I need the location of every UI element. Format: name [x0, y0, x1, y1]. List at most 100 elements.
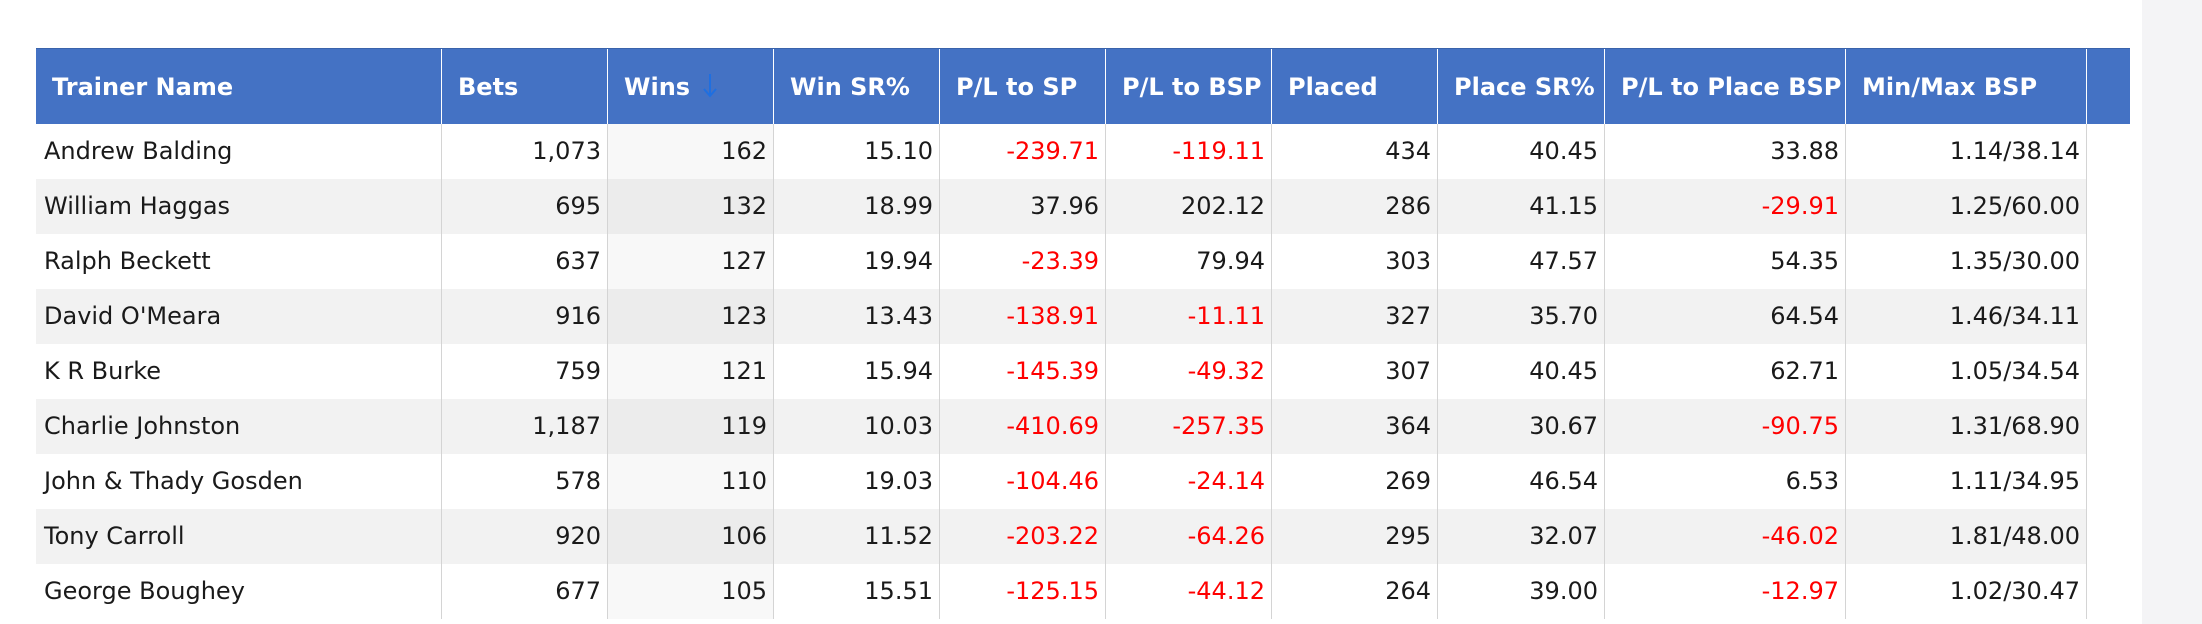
cell-wins: 105	[608, 564, 774, 619]
col-header-wins[interactable]: Wins	[608, 49, 774, 125]
scrollbar-track-cell	[2087, 234, 2130, 289]
cell-wins: 110	[608, 454, 774, 509]
cell-pl-to-sp: 37.96	[940, 179, 1106, 234]
table-header-row: Trainer Name Bets Wins Win SR% P/L to SP…	[36, 48, 2130, 125]
cell-bets: 1,187	[442, 399, 608, 454]
cell-min-max-bsp: 1.31/68.90	[1846, 399, 2087, 454]
cell-pl-to-sp: -23.39	[940, 234, 1106, 289]
cell-min-max-bsp: 1.35/30.00	[1846, 234, 2087, 289]
scrollbar-track-cell	[2087, 509, 2130, 564]
cell-pl-to-place-bsp: -29.91	[1605, 179, 1846, 234]
arrow-down-icon[interactable]	[700, 71, 720, 101]
col-header-pl-to-place-bsp[interactable]: P/L to Place BSP	[1605, 49, 1846, 125]
cell-bets: 759	[442, 344, 608, 399]
cell-placed: 364	[1272, 399, 1438, 454]
cell-place-sr: 35.70	[1438, 289, 1605, 344]
cell-pl-to-place-bsp: 62.71	[1605, 344, 1846, 399]
cell-win-sr: 18.99	[774, 179, 940, 234]
scrollbar-track-cell	[2087, 179, 2130, 234]
cell-place-sr: 46.54	[1438, 454, 1605, 509]
cell-bets: 695	[442, 179, 608, 234]
col-header-place-sr[interactable]: Place SR%	[1438, 49, 1605, 125]
col-header-min-max-bsp[interactable]: Min/Max BSP	[1846, 49, 2087, 125]
cell-pl-to-bsp: -44.12	[1106, 564, 1272, 619]
cell-place-sr: 39.00	[1438, 564, 1605, 619]
right-gutter	[2142, 0, 2202, 624]
cell-pl-to-sp: -138.91	[940, 289, 1106, 344]
cell-win-sr: 19.03	[774, 454, 940, 509]
cell-bets: 578	[442, 454, 608, 509]
cell-min-max-bsp: 1.02/30.47	[1846, 564, 2087, 619]
cell-trainer-name: David O'Meara	[36, 289, 442, 344]
cell-trainer-name: John & Thady Gosden	[36, 454, 442, 509]
cell-wins: 162	[608, 124, 774, 179]
cell-pl-to-sp: -145.39	[940, 344, 1106, 399]
cell-pl-to-bsp: 79.94	[1106, 234, 1272, 289]
table-row[interactable]: Andrew Balding 1,073 162 15.10 -239.71 -119.1…	[36, 124, 2130, 179]
cell-pl-to-sp: -203.22	[940, 509, 1106, 564]
cell-wins: 127	[608, 234, 774, 289]
col-header-pl-to-bsp[interactable]: P/L to BSP	[1106, 49, 1272, 125]
col-header-trainer-name[interactable]: Trainer Name	[36, 49, 442, 125]
cell-pl-to-bsp: -119.11	[1106, 124, 1272, 179]
cell-wins: 119	[608, 399, 774, 454]
cell-bets: 1,073	[442, 124, 608, 179]
col-header-wins-label: Wins	[624, 73, 691, 101]
cell-win-sr: 15.94	[774, 344, 940, 399]
cell-pl-to-sp: -104.46	[940, 454, 1106, 509]
cell-placed: 303	[1272, 234, 1438, 289]
col-header-pl-to-sp[interactable]: P/L to SP	[940, 49, 1106, 125]
cell-pl-to-sp: -125.15	[940, 564, 1106, 619]
cell-placed: 269	[1272, 454, 1438, 509]
cell-pl-to-bsp: -49.32	[1106, 344, 1272, 399]
scrollbar-track-cell	[2087, 399, 2130, 454]
cell-pl-to-place-bsp: -12.97	[1605, 564, 1846, 619]
cell-win-sr: 13.43	[774, 289, 940, 344]
table-row[interactable]: John & Thady Gosden 578 110 19.03 -104.46 -24…	[36, 454, 2130, 509]
table-row[interactable]: George Boughey 677 105 15.51 -125.15 -44.12 26…	[36, 564, 2130, 619]
cell-trainer-name: George Boughey	[36, 564, 442, 619]
cell-pl-to-place-bsp: 64.54	[1605, 289, 1846, 344]
cell-min-max-bsp: 1.81/48.00	[1846, 509, 2087, 564]
cell-wins: 132	[608, 179, 774, 234]
scrollbar-track-cell	[2087, 564, 2130, 619]
cell-pl-to-place-bsp: 33.88	[1605, 124, 1846, 179]
trainer-stats-table: Trainer Name Bets Wins Win SR% P/L to SP…	[36, 48, 2130, 624]
table-row[interactable]: Tony Carroll 920 106 11.52 -203.22 -64.26 295 3…	[36, 509, 2130, 564]
cell-pl-to-place-bsp: 6.53	[1605, 454, 1846, 509]
cell-wins: 123	[608, 289, 774, 344]
cell-trainer-name: William Haggas	[36, 179, 442, 234]
table-row[interactable]: Ralph Beckett 637 127 19.94 -23.39 79.94 303 47…	[36, 234, 2130, 289]
cell-trainer-name: Tony Carroll	[36, 509, 442, 564]
table-row[interactable]: K R Burke 759 121 15.94 -145.39 -49.32 307 40.4…	[36, 344, 2130, 399]
cell-bets: 677	[442, 564, 608, 619]
cell-pl-to-place-bsp: 54.35	[1605, 234, 1846, 289]
cell-placed: 307	[1272, 344, 1438, 399]
table-row[interactable]: David O'Meara 916 123 13.43 -138.91 -11.11 327…	[36, 289, 2130, 344]
cell-bets: 637	[442, 234, 608, 289]
col-header-scroll-spacer	[2087, 49, 2130, 125]
scrollbar-track-cell	[2087, 454, 2130, 509]
col-header-bets[interactable]: Bets	[442, 49, 608, 125]
col-header-placed[interactable]: Placed	[1272, 49, 1438, 125]
scrollbar-track-cell	[2087, 289, 2130, 344]
cell-win-sr: 15.51	[774, 564, 940, 619]
cell-bets: 916	[442, 289, 608, 344]
cell-place-sr: 40.45	[1438, 344, 1605, 399]
cell-place-sr: 47.57	[1438, 234, 1605, 289]
table-row[interactable]: William Haggas 695 132 18.99 37.96 202.12 286 4…	[36, 179, 2130, 234]
cell-min-max-bsp: 1.14/38.14	[1846, 124, 2087, 179]
cell-pl-to-sp: -410.69	[940, 399, 1106, 454]
cell-placed: 434	[1272, 124, 1438, 179]
cell-trainer-name: K R Burke	[36, 344, 442, 399]
cell-pl-to-bsp: -257.35	[1106, 399, 1272, 454]
cell-trainer-name: Andrew Balding	[36, 124, 442, 179]
cell-wins: 106	[608, 509, 774, 564]
cell-win-sr: 15.10	[774, 124, 940, 179]
cell-place-sr: 30.67	[1438, 399, 1605, 454]
col-header-win-sr[interactable]: Win SR%	[774, 49, 940, 125]
table-row[interactable]: Charlie Johnston 1,187 119 10.03 -410.69 -257…	[36, 399, 2130, 454]
cell-pl-to-place-bsp: -90.75	[1605, 399, 1846, 454]
cell-placed: 327	[1272, 289, 1438, 344]
